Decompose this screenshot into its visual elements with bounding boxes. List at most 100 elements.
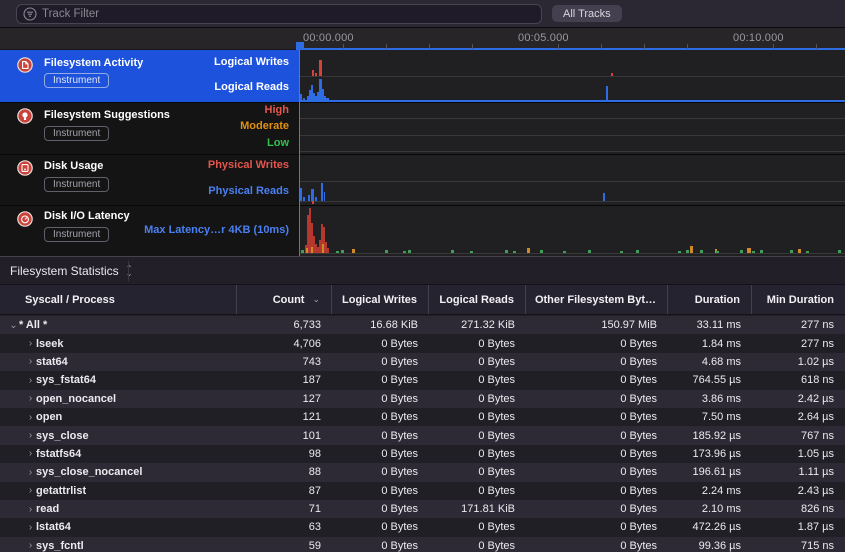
disclosure-chevron[interactable]: › — [25, 448, 36, 459]
syscall-cell: ›lseek — [0, 338, 237, 350]
other-filesystem-bytes-cell: 0 Bytes — [526, 356, 668, 368]
lane-label-high: High — [265, 104, 289, 116]
chart-bar-logical-reads — [606, 86, 608, 101]
disclosure-chevron[interactable]: › — [25, 467, 36, 478]
table-row[interactable]: ›sys_fstat641870 Bytes0 Bytes0 Bytes764.… — [0, 371, 845, 389]
chart-bar-logical-reads — [303, 98, 305, 101]
chart-gridline — [300, 76, 845, 77]
duration-cell: 185.92 µs — [668, 430, 752, 442]
disclosure-chevron[interactable]: › — [25, 356, 36, 367]
chart-bar-latency-low — [403, 251, 406, 253]
tracks-region: Filesystem Activity Instrument Logical W… — [0, 50, 845, 256]
logical-reads-cell: 0 Bytes — [429, 356, 526, 368]
syscall-name: getattrlist — [36, 485, 86, 497]
logical-reads-cell: 0 Bytes — [429, 485, 526, 497]
track-chart-filesystem-activity[interactable] — [300, 50, 845, 103]
logical-reads-cell: 0 Bytes — [429, 430, 526, 442]
disclosure-chevron[interactable]: ⌄ — [8, 320, 19, 331]
column-header-logical-writes[interactable]: Logical Writes — [332, 285, 429, 314]
ruler-tick — [386, 44, 387, 49]
chart-bar-latency-moderate — [352, 249, 355, 253]
other-filesystem-bytes-cell: 0 Bytes — [526, 411, 668, 423]
disclosure-chevron[interactable]: › — [25, 338, 36, 349]
track-header-filesystem-activity[interactable]: Filesystem Activity Instrument Logical W… — [0, 50, 299, 102]
disclosure-chevron[interactable]: › — [25, 540, 36, 551]
chart-bar-latency-moderate — [747, 248, 751, 253]
track-chart-disk-io-latency[interactable] — [300, 206, 845, 256]
other-filesystem-bytes-cell: 0 Bytes — [526, 485, 668, 497]
column-header-syscall-process[interactable]: Syscall / Process — [0, 285, 237, 314]
count-cell: 4,706 — [237, 338, 332, 350]
disclosure-chevron[interactable]: › — [25, 412, 36, 423]
track-header-disk-usage[interactable]: Disk Usage Instrument Physical Writes Ph… — [0, 155, 299, 205]
track-filter-field[interactable] — [16, 4, 542, 24]
chart-bar-latency-low — [686, 250, 689, 253]
duration-cell: 764.55 µs — [668, 374, 752, 386]
chart-gridline — [300, 151, 845, 152]
detail-selector-bar[interactable]: Filesystem Statistics ⌃⌄ — [0, 257, 845, 285]
lane-label-max-latency: Max Latency…r 4KB (10ms) — [144, 224, 289, 236]
column-header-duration[interactable]: Duration — [668, 285, 752, 314]
chart-bar-physical-reads — [603, 193, 605, 201]
all-tracks-button[interactable]: All Tracks — [552, 5, 622, 22]
track-chart-filesystem-suggestions[interactable] — [300, 103, 845, 155]
instrument-badge: Instrument — [44, 227, 109, 242]
table-row[interactable]: ›lseek4,7060 Bytes0 Bytes0 Bytes1.84 ms2… — [0, 334, 845, 352]
syscall-name: open — [36, 411, 62, 423]
syscall-cell: ›sys_close — [0, 430, 237, 442]
disclosure-chevron[interactable]: › — [25, 393, 36, 404]
other-filesystem-bytes-cell: 0 Bytes — [526, 521, 668, 533]
table-row[interactable]: ›sys_fcntl590 Bytes0 Bytes0 Bytes99.36 µ… — [0, 537, 845, 552]
table-row[interactable]: ›open1210 Bytes0 Bytes0 Bytes7.50 ms2.64… — [0, 408, 845, 426]
duration-cell: 173.96 µs — [668, 448, 752, 460]
min-duration-cell: 2.43 µs — [752, 485, 845, 497]
other-filesystem-bytes-cell: 0 Bytes — [526, 393, 668, 405]
disclosure-chevron[interactable]: › — [25, 522, 36, 533]
chart-bar-logical-reads — [300, 94, 302, 101]
track-header-filesystem-suggestions[interactable]: Filesystem Suggestions Instrument High M… — [0, 103, 299, 154]
chart-bar-latency-moderate — [527, 248, 530, 253]
logical-reads-cell: 0 Bytes — [429, 411, 526, 423]
playhead-line[interactable] — [299, 50, 300, 256]
table-row[interactable]: ›stat647430 Bytes0 Bytes0 Bytes4.68 ms1.… — [0, 353, 845, 371]
syscall-cell: ›fstatfs64 — [0, 448, 237, 460]
chart-bar-physical-reads — [303, 197, 305, 201]
track-header-disk-io-latency[interactable]: Disk I/O Latency Instrument Max Latency…… — [0, 206, 299, 256]
track-chart-disk-usage[interactable] — [300, 155, 845, 206]
lane-label-physical-reads: Physical Reads — [208, 185, 289, 197]
table-row[interactable]: ›lstat64630 Bytes0 Bytes0 Bytes472.26 µs… — [0, 518, 845, 536]
duration-cell: 4.68 ms — [668, 356, 752, 368]
column-header-count[interactable]: Count⌄ — [237, 285, 332, 314]
track-filter-input[interactable] — [42, 8, 535, 20]
duration-cell: 3.86 ms — [668, 393, 752, 405]
disclosure-chevron[interactable]: › — [25, 504, 36, 515]
instrument-badge: Instrument — [44, 177, 109, 192]
table-row[interactable]: ›open_nocancel1270 Bytes0 Bytes0 Bytes3.… — [0, 390, 845, 408]
column-header-other-filesystem-bytes[interactable]: Other Filesystem Byt… — [526, 285, 668, 314]
table-row[interactable]: ›fstatfs64980 Bytes0 Bytes0 Bytes173.96 … — [0, 445, 845, 463]
table-row[interactable]: ›sys_close_nocancel880 Bytes0 Bytes0 Byt… — [0, 463, 845, 481]
toolbar: All Tracks — [0, 0, 845, 28]
syscall-name: sys_close_nocancel — [36, 466, 142, 478]
min-duration-cell: 826 ns — [752, 503, 845, 515]
disclosure-chevron[interactable]: › — [25, 485, 36, 496]
count-cell: 121 — [237, 411, 332, 423]
chart-bar-latency-low — [760, 250, 763, 253]
table-row[interactable]: ›sys_close1010 Bytes0 Bytes0 Bytes185.92… — [0, 426, 845, 444]
other-filesystem-bytes-cell: 0 Bytes — [526, 448, 668, 460]
disclosure-chevron[interactable]: › — [25, 430, 36, 441]
min-duration-cell: 2.64 µs — [752, 411, 845, 423]
ruler-tick — [601, 44, 602, 49]
syscall-cell: ›read — [0, 503, 237, 515]
logical-writes-cell: 0 Bytes — [332, 540, 429, 552]
table-row[interactable]: ⌄* All *6,73316.68 KiB271.32 KiB150.97 M… — [0, 316, 845, 334]
disclosure-chevron[interactable]: › — [25, 375, 36, 386]
table-row[interactable]: ›getattrlist870 Bytes0 Bytes0 Bytes2.24 … — [0, 482, 845, 500]
timeline-ruler[interactable]: 00:00.00000:05.00000:10.000 — [0, 28, 845, 50]
logical-reads-cell: 271.32 KiB — [429, 319, 526, 331]
disk-io-latency-icon — [17, 211, 33, 227]
table-body: ⌄* All *6,73316.68 KiB271.32 KiB150.97 M… — [0, 316, 845, 552]
column-header-logical-reads[interactable]: Logical Reads — [429, 285, 526, 314]
column-header-min-duration[interactable]: Min Duration — [752, 285, 845, 314]
table-row[interactable]: ›read710 Bytes171.81 KiB0 Bytes2.10 ms82… — [0, 500, 845, 518]
